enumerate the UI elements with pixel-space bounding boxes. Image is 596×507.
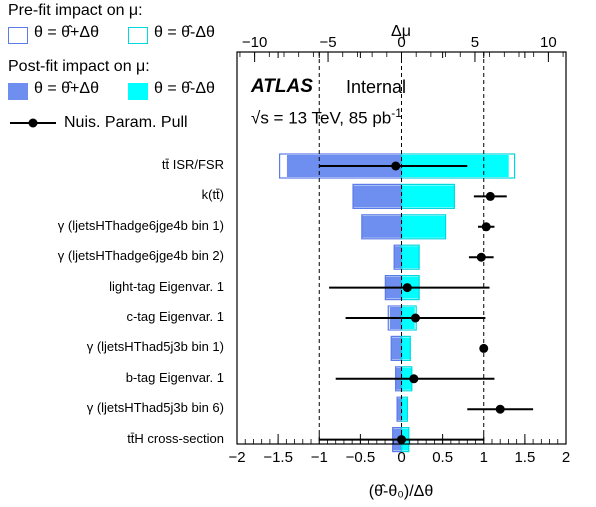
postfit-up-bar (397, 398, 402, 421)
pull-marker (410, 313, 420, 323)
postfit-down-swatch (128, 83, 148, 100)
postfit-up-bar (361, 215, 402, 238)
bottom-tick-label: 1.5 (514, 449, 535, 466)
bottom-tick-label: −2 (228, 449, 245, 466)
prefit-legend-title: Pre-fit impact on μ: (8, 2, 143, 19)
parameter-label: c-tag Eigenvar. 1 (126, 309, 224, 324)
bottom-tick-label: 2 (562, 449, 570, 466)
parameter-label: γ (ljetsHThad5j3b bin 6) (86, 400, 224, 416)
postfit-down-bar (401, 246, 420, 269)
top-tick-label: 5 (471, 34, 479, 51)
prefit-down-outline (400, 183, 455, 209)
pull-legend-label: Nuis. Param. Pull (64, 114, 188, 131)
postfit-down-label: θ = θ̂-Δθ (154, 80, 215, 97)
atlas-label: ATLAS (251, 76, 313, 97)
top-tick-label: −10 (242, 34, 267, 51)
pull-marker (409, 374, 419, 384)
postfit-up-label: θ = θ̂+Δθ (34, 80, 99, 97)
postfit-down-bar (401, 215, 446, 238)
bottom-axis-title: (θ̂-θ₀)/Δθ (369, 483, 434, 500)
parameter-label: k(tt̄) (201, 187, 224, 203)
bottom-tick-label: 0.5 (432, 449, 453, 466)
parameter-label: tt̄ ISR/FSR (161, 157, 224, 172)
pull-marker (485, 191, 495, 201)
prefit-down-label: θ = θ̂-Δθ (154, 24, 215, 41)
top-axis-title: Δμ (391, 23, 411, 40)
top-tick-label: −5 (320, 34, 337, 51)
energy-unit-sup: -1 (391, 106, 402, 120)
pull-legend-marker (10, 118, 56, 128)
pull-marker (391, 161, 401, 171)
parameter-label: light-tag Eigenvar. 1 (109, 278, 224, 294)
energy-text: √s = 13 TeV, 85 pb (251, 108, 392, 128)
bottom-tick-label: −0.5 (346, 449, 376, 466)
prefit-down-swatch (128, 27, 148, 44)
prefit-up-label: θ = θ̂+Δθ (34, 24, 99, 41)
energy-label: √s = 13 TeV, 85 pb-1 (251, 106, 402, 129)
parameter-label: tt̄H cross-section (127, 430, 224, 446)
parameter-label: γ (ljetsHThad5j3b bin 1) (86, 339, 224, 355)
postfit-up-bar (394, 246, 402, 269)
pull-marker (476, 252, 486, 262)
pull-marker (402, 283, 412, 293)
parameter-label: γ (ljetsHThadge6jge4b bin 1) (57, 217, 224, 233)
parameter-label: γ (ljetsHThadge6jge4b bin 2) (57, 248, 224, 264)
bottom-tick-label: −1 (311, 449, 328, 466)
postfit-down-bar (401, 337, 411, 360)
postfit-down-bar (401, 185, 455, 208)
prefit-up-swatch (8, 27, 28, 44)
postfit-legend-title: Post-fit impact on μ: (8, 58, 150, 75)
postfit-up-bar (353, 185, 402, 208)
bottom-tick-label: −1.5 (263, 449, 293, 466)
top-tick-label: 0 (397, 34, 405, 51)
bottom-tick-label: 0 (397, 449, 405, 466)
top-tick-label: 10 (540, 34, 557, 51)
internal-label: Internal (346, 77, 407, 97)
prefit-down-outline (400, 214, 447, 240)
postfit-up-swatch (8, 83, 28, 100)
postfit-down-bar (401, 398, 408, 421)
pull-marker (495, 404, 505, 414)
bottom-tick-label: 1 (480, 449, 488, 466)
postfit-up-bar (391, 337, 402, 360)
pull-marker (479, 343, 489, 353)
pull-marker (481, 222, 491, 232)
parameter-label: b-tag Eigenvar. 1 (125, 369, 224, 385)
